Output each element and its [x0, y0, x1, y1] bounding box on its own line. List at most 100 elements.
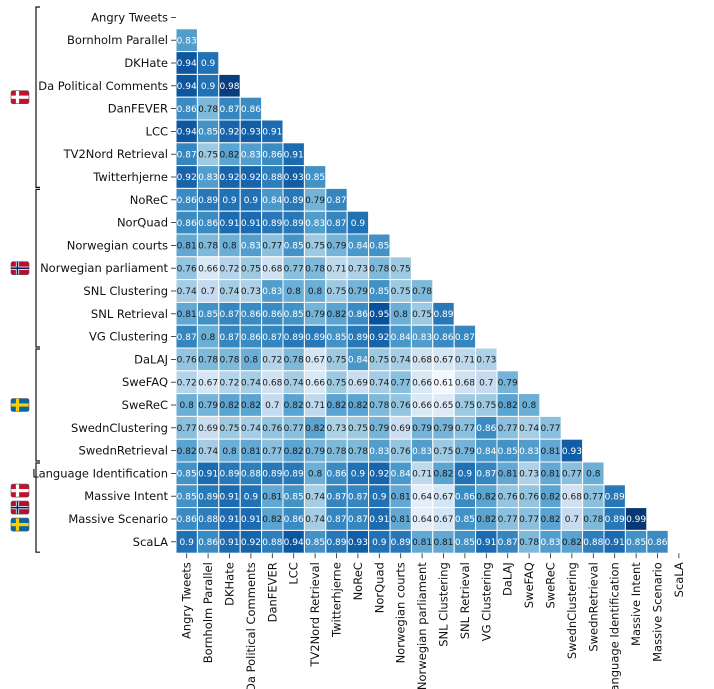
- cell-value-label: 0.74: [519, 424, 539, 434]
- group-bracket-3: [35, 462, 40, 553]
- cell-value-label: 0.68: [262, 378, 282, 388]
- cell-value-label: 0.91: [241, 515, 261, 525]
- cell-value-label: 0.87: [348, 515, 368, 525]
- cell-value-label: 0.86: [241, 105, 261, 115]
- cell-value-label: 0.64: [412, 515, 432, 525]
- norway-flag-icon: [10, 500, 30, 515]
- cell-value-label: 0.79: [433, 424, 453, 434]
- cell-value-label: 0.82: [284, 401, 304, 411]
- cell-value-label: 0.86: [177, 196, 197, 206]
- cell-value-label: 0.87: [177, 333, 197, 343]
- x-tick-label-snl-retrieval: SNL Retrieval: [458, 562, 472, 639]
- cell-value-label: 0.86: [177, 219, 197, 229]
- cell-value-label: 0.8: [222, 242, 237, 252]
- cell-value-label: 0.75: [198, 150, 218, 160]
- cell-value-label: 0.8: [308, 287, 323, 297]
- cell-value-label: 0.66: [412, 401, 432, 411]
- cell-value-label: 0.87: [476, 470, 496, 480]
- cell-value-label: 0.82: [498, 401, 518, 411]
- cell-value-label: 0.71: [326, 264, 346, 274]
- cell-value-label: 0.79: [348, 287, 368, 297]
- cell-value-label: 0.72: [262, 356, 282, 366]
- cell-value-label: 0.85: [284, 242, 304, 252]
- cell-value-label: 0.82: [326, 310, 346, 320]
- cell-value-label: 0.86: [241, 333, 261, 343]
- x-tick-label-norquad: NorQuad: [372, 562, 386, 613]
- x-tick-label-da-political-comments: Da Political Comments: [244, 562, 258, 689]
- cell-value-label: 0.86: [455, 492, 475, 502]
- x-tick-label-swednretrieval: SwednRetrieval: [586, 562, 600, 651]
- cell-value-label: 0.79: [455, 447, 475, 457]
- cell-value-label: 0.82: [284, 447, 304, 457]
- cell-value-label: 0.91: [198, 470, 218, 480]
- cell-value-label: 0.89: [433, 310, 453, 320]
- group-brackets: [35, 6, 40, 553]
- cell-value-label: 0.68: [455, 378, 475, 388]
- cell-value-label: 0.89: [605, 515, 625, 525]
- cell-value-label: 0.81: [433, 538, 453, 548]
- cell-value-label: 0.85: [498, 447, 518, 457]
- y-tick-labels: Angry Tweets Bornholm Parallel DKHate Da Po…: [32, 10, 176, 549]
- cell-value-label: 0.87: [455, 333, 475, 343]
- cell-value-label: 0.66: [305, 378, 325, 388]
- x-tick-label-swerec: SweReC: [544, 562, 558, 608]
- cell-value-label: 0.79: [326, 242, 346, 252]
- cell-value-label: 0.86: [476, 424, 496, 434]
- cell-value-label: 0.8: [586, 470, 601, 480]
- cell-value-label: 0.87: [219, 333, 239, 343]
- cell-value-label: 0.89: [305, 333, 325, 343]
- cell-value-label: 0.77: [262, 242, 282, 252]
- cell-value-label: 0.78: [198, 356, 218, 366]
- cell-value-label: 0.92: [241, 538, 261, 548]
- cell-value-label: 0.89: [198, 196, 218, 206]
- x-tick-label-dalaj: DaLAJ: [501, 562, 515, 596]
- cell-value-label: 0.87: [348, 492, 368, 502]
- cell-value-label: 0.71: [305, 401, 325, 411]
- denmark-flag-icon: [10, 483, 30, 498]
- cell-value-label: 0.81: [391, 515, 411, 525]
- cell-value-label: 0.75: [369, 356, 389, 366]
- cell-value-label: 0.73: [241, 287, 261, 297]
- cell-value-label: 0.79: [498, 378, 518, 388]
- cell-value-label: 0.82: [348, 401, 368, 411]
- y-tick-label-bornholm-parallel: Bornholm Parallel: [67, 33, 168, 47]
- cell-value-label: 0.75: [476, 401, 496, 411]
- cell-value-label: 0.92: [369, 470, 389, 480]
- cell-value-label: 0.86: [198, 219, 218, 229]
- x-tick-label-twitterhjerne: Twitterhjerne: [330, 562, 344, 638]
- cell-value-label: 0.82: [219, 401, 239, 411]
- cell-value-label: 0.77: [455, 424, 475, 434]
- cell-value-label: 0.89: [605, 492, 625, 502]
- cell-value-label: 0.78: [198, 105, 218, 115]
- cell-value-label: 0.87: [219, 105, 239, 115]
- cell-value-label: 0.79: [198, 401, 218, 411]
- cell-value-label: 0.74: [177, 287, 197, 297]
- x-tick-label-bornholm-parallel: Bornholm Parallel: [201, 562, 215, 663]
- cell-value-label: 0.71: [455, 356, 475, 366]
- cell-value-label: 0.85: [455, 538, 475, 548]
- x-tick-label-norwegian-courts: Norwegian courts: [394, 562, 408, 663]
- cell-value-label: 0.86: [262, 310, 282, 320]
- cell-value-label: 0.81: [498, 470, 518, 480]
- cell-value-label: 0.9: [351, 219, 366, 229]
- cell-value-label: 0.87: [177, 150, 197, 160]
- cell-value-label: 0.87: [326, 196, 346, 206]
- cell-value-label: 0.94: [284, 538, 304, 548]
- cell-value-label: 0.85: [305, 538, 325, 548]
- cell-value-label: 0.85: [198, 310, 218, 320]
- cell-value-label: 0.89: [348, 333, 368, 343]
- cell-value-label: 0.88: [198, 515, 218, 525]
- cell-value-label: 0.8: [201, 333, 216, 343]
- cell-value-label: 0.86: [198, 538, 218, 548]
- cell-value-label: 0.83: [305, 219, 325, 229]
- cell-value-label: 0.81: [262, 492, 282, 502]
- cell-value-label: 0.75: [219, 424, 239, 434]
- cell-value-label: 0.89: [262, 470, 282, 480]
- cell-value-label: 0.76: [391, 401, 411, 411]
- cell-value-label: 0.89: [219, 470, 239, 480]
- x-tick-labels: Angry Tweets Bornholm Parallel DKHate Da Po…: [180, 553, 686, 689]
- cell-value-label: 0.77: [391, 378, 411, 388]
- cell-value-label: 0.91: [262, 128, 282, 138]
- cell-value-label: 0.7: [479, 378, 493, 388]
- cell-value-label: 0.85: [284, 492, 304, 502]
